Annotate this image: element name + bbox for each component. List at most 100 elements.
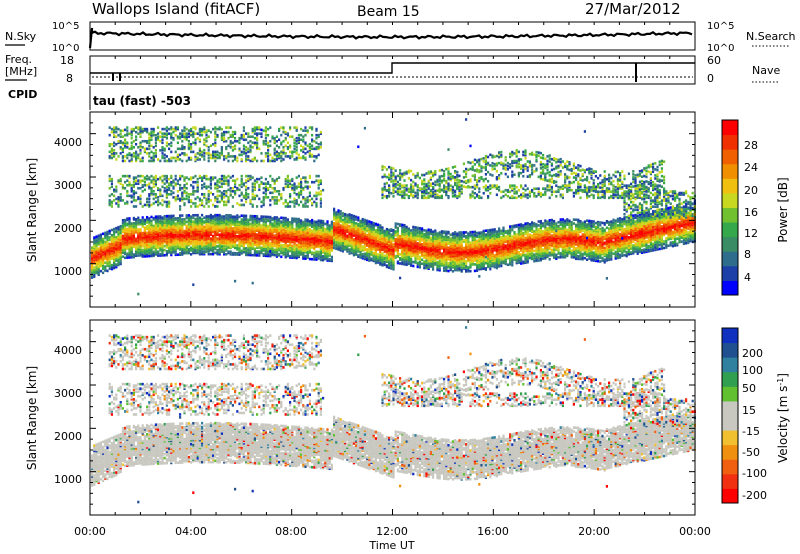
power-cell	[249, 218, 252, 222]
power-cell	[390, 267, 393, 270]
power-cell	[196, 190, 199, 193]
power-cell	[132, 199, 135, 202]
power-cell	[161, 135, 164, 138]
power-cell	[161, 180, 164, 184]
power-cell	[227, 250, 230, 254]
power-cell	[304, 241, 307, 245]
power-cell	[203, 182, 206, 186]
power-cell	[165, 193, 168, 196]
noise-left-tick-top: 10^5	[52, 21, 79, 32]
power-cell	[135, 152, 138, 155]
power-cell	[183, 179, 186, 182]
power-cell	[157, 250, 160, 253]
power-cell	[319, 202, 322, 205]
power-cell	[240, 136, 243, 140]
power-cell	[176, 127, 179, 131]
power-cell	[108, 144, 111, 148]
power-cell	[339, 212, 342, 216]
power-cell	[251, 193, 254, 196]
power-cell	[172, 217, 175, 220]
power-cell	[115, 185, 118, 189]
power-cell	[390, 241, 393, 244]
power-cell	[273, 248, 276, 252]
power-cell	[121, 135, 124, 138]
power-cell	[227, 126, 230, 129]
power-cell	[205, 225, 208, 229]
power-cell	[203, 193, 206, 196]
power-cell	[289, 200, 292, 204]
power-cell	[170, 174, 173, 178]
power-cell	[401, 172, 404, 176]
power-cell	[212, 153, 215, 157]
power-cell	[135, 159, 138, 163]
power-cell	[93, 257, 96, 260]
power-cell	[179, 158, 182, 161]
power-cell	[308, 185, 311, 189]
power-cell	[260, 128, 263, 132]
power-cell	[300, 236, 303, 239]
beam-label: Beam 15	[357, 4, 420, 20]
power-cell	[374, 229, 377, 232]
power-cell	[216, 180, 219, 184]
power-cell	[115, 190, 118, 193]
power-cell	[203, 225, 206, 229]
power-cell	[333, 221, 336, 225]
power-cell	[242, 203, 245, 207]
power-cell	[165, 205, 168, 208]
power-cell	[185, 220, 188, 224]
power-cell	[174, 246, 177, 250]
power-cell	[385, 253, 388, 257]
power-cell	[289, 226, 292, 229]
date-label: 27/Mar/2012	[585, 0, 681, 18]
power-cell	[291, 135, 294, 138]
power-cell	[363, 248, 366, 252]
power-cell	[97, 269, 100, 273]
power-cell	[220, 215, 223, 218]
power-cell	[262, 202, 265, 205]
power-cell	[161, 199, 164, 202]
power-cell	[275, 190, 278, 193]
power-cell	[161, 248, 164, 252]
power-cell	[97, 255, 100, 258]
power-cell	[201, 202, 204, 205]
power-cell	[154, 193, 157, 196]
power-cell	[284, 251, 287, 255]
power-cell	[126, 174, 129, 178]
power-cell	[117, 203, 120, 207]
power-cell	[249, 177, 252, 181]
power-cell	[231, 227, 234, 230]
power-cell	[126, 252, 129, 256]
power-cell	[366, 237, 369, 241]
power-cell	[366, 227, 369, 230]
power-cell	[150, 228, 153, 232]
power-cell	[214, 130, 217, 134]
power-cell	[236, 156, 239, 160]
power-cell	[267, 127, 270, 131]
power-cell	[223, 217, 226, 221]
power-cell	[220, 174, 223, 178]
power-cell	[247, 248, 250, 252]
power-cell	[300, 156, 303, 160]
power-cell	[108, 264, 111, 268]
power-cell	[157, 132, 160, 135]
power-cell	[179, 219, 182, 223]
power-cell	[108, 258, 111, 261]
power-cell	[275, 144, 278, 148]
power-cell	[190, 215, 193, 218]
power-cell	[194, 142, 197, 146]
power-cell	[135, 191, 138, 195]
power-cell	[227, 130, 230, 134]
power-cell	[253, 196, 256, 199]
power-cell	[264, 133, 267, 137]
power-cell	[128, 152, 131, 155]
power-cell	[326, 230, 329, 234]
power-cell	[176, 156, 179, 160]
power-cell	[161, 185, 164, 189]
power-cell	[113, 266, 116, 270]
power-cell	[214, 230, 217, 234]
power-cell	[231, 133, 234, 137]
power-cell	[185, 176, 188, 179]
power-cell	[264, 152, 267, 155]
power-cell	[207, 146, 210, 149]
power-cell	[256, 144, 259, 148]
